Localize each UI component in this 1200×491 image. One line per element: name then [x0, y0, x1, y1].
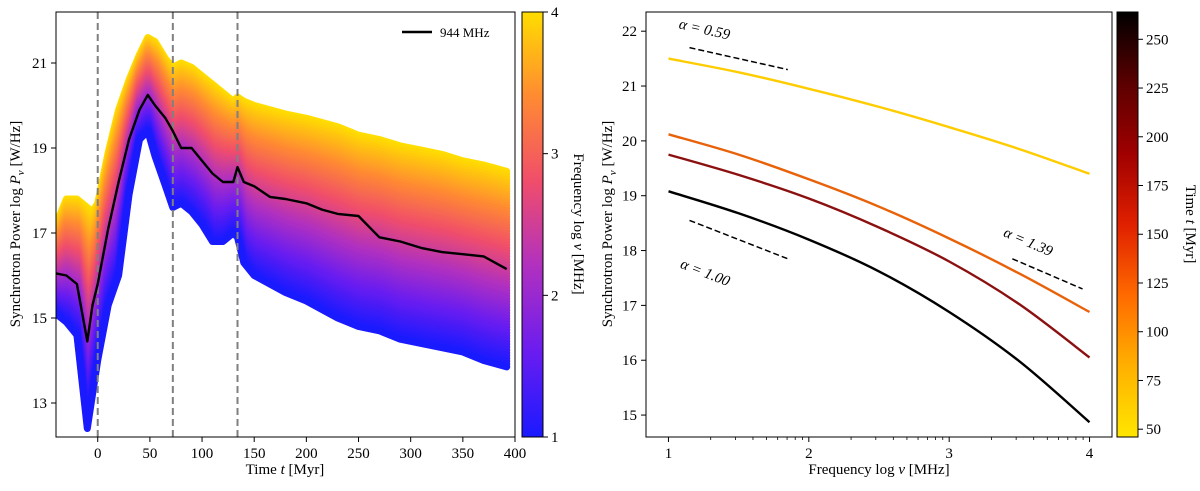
x-tick-label: 3 [945, 446, 953, 462]
x-tick-label: 1 [665, 446, 673, 462]
y-tick-label: 15 [622, 408, 637, 424]
colorbar-label-time: Time t [Myr] [1182, 185, 1198, 264]
colorbar-tick-label: 4 [551, 5, 559, 21]
spectrum-line-3 [668, 153, 1091, 359]
x-axis-label-right: Frequency log ν [MHz] [808, 462, 949, 478]
legend: 944 MHz [402, 25, 490, 40]
slope-label: α = 1.00 [678, 256, 732, 290]
plot-frame-left [55, 11, 516, 438]
series-line-944mhz [55, 93, 508, 343]
x-tick-label: 400 [504, 446, 527, 462]
frequency-curve [56, 127, 511, 432]
slope-guide-line [1012, 258, 1083, 290]
y-tick-label: 17 [32, 226, 48, 242]
x-tick-label: 50 [142, 446, 157, 462]
y-tick-label: 19 [32, 141, 47, 157]
series-lines [55, 93, 508, 343]
event-markers [96, 12, 239, 437]
plot-frame-right [645, 11, 1113, 438]
spectrum-line-1 [668, 57, 1090, 175]
colorbar-label-frequency: Frequency log ν [MHz] [570, 153, 586, 294]
x-tick-label: 100 [191, 446, 214, 462]
colorbar-tick-label: 150 [1146, 227, 1169, 243]
x-tick-label: 200 [295, 446, 318, 462]
spectrum-panel: α = 0.59 α = 1.00 α = 1.39 1 2 3 4 15 16 17 18 19… [600, 11, 1198, 478]
y-tick-label: 16 [622, 353, 638, 369]
y-tick-label: 17 [622, 298, 638, 314]
legend-label: 944 MHz [440, 25, 490, 40]
colorbar-frequency [521, 11, 544, 438]
x-tick-label: 4 [1086, 446, 1094, 462]
x-tick-label: 2 [805, 446, 813, 462]
y-axis-label-left: Synchrotron Power log Pν [W/Hz] [8, 121, 27, 328]
colorbar-tick-label: 175 [1146, 179, 1169, 195]
spectrum-lines [668, 57, 1091, 424]
spectrum-line-2 [668, 133, 1091, 314]
colorbar-tick-label: 50 [1146, 422, 1161, 438]
y-tick-label: 22 [622, 24, 637, 40]
x-tick-label: 150 [243, 446, 266, 462]
frequency-band [56, 34, 511, 432]
x-ticks-left: 0 50 100 150 200 250 300 350 400 [94, 437, 526, 462]
y-tick-label: 19 [622, 189, 637, 205]
x-tick-label: 250 [347, 446, 370, 462]
colorbar-tick-label: 250 [1146, 32, 1169, 48]
y-ticks-right: 15 16 17 18 19 20 21 22 [622, 24, 646, 424]
colorbar-tick-label: 75 [1146, 373, 1161, 389]
x-tick-label: 300 [399, 446, 422, 462]
colorbar-tick-label: 125 [1146, 276, 1169, 292]
slope-label: α = 0.59 [677, 17, 731, 44]
colorbar-time [1116, 11, 1139, 438]
x-tick-label: 0 [94, 446, 102, 462]
y-tick-label: 13 [32, 396, 47, 412]
x-ticks-right: 1 2 3 4 [665, 437, 1094, 462]
colorbar-tick-label: 100 [1146, 325, 1169, 341]
colorbar-ticks-time: 50 75 100 125 150 175 200 225 250 [1138, 32, 1169, 438]
colorbar-ticks-frequency: 1 2 3 4 [543, 5, 559, 446]
y-tick-label: 18 [622, 244, 637, 260]
y-axis-label-right: Synchrotron Power log Pν [W/Hz] [600, 121, 619, 328]
y-ticks-left: 13 15 17 19 21 [32, 56, 56, 412]
colorbar-tick-label: 3 [551, 147, 559, 163]
slope-label: α = 1.39 [1001, 225, 1055, 260]
colorbar-tick-label: 1 [551, 430, 559, 446]
y-tick-label: 20 [622, 134, 637, 150]
y-tick-label: 21 [622, 79, 637, 95]
y-tick-label: 21 [32, 56, 47, 72]
colorbar-tick-label: 2 [551, 288, 559, 304]
y-tick-label: 15 [32, 311, 47, 327]
colorbar-tick-label: 200 [1146, 130, 1169, 146]
spectrum-line-4 [668, 190, 1091, 424]
colorbar-tick-label: 225 [1146, 81, 1169, 97]
x-axis-label-left: Time t [Myr] [246, 462, 325, 478]
slope-guide-line [689, 46, 788, 71]
x-tick-label: 350 [452, 446, 475, 462]
